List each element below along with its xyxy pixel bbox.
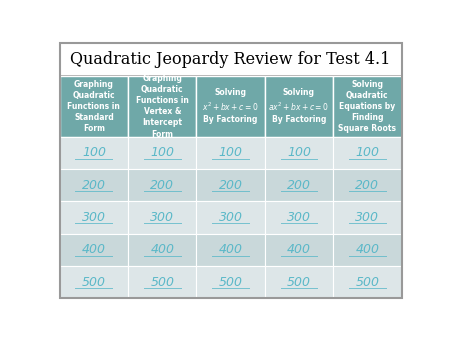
Text: 500: 500 bbox=[219, 275, 243, 289]
FancyBboxPatch shape bbox=[128, 76, 197, 137]
Text: 400: 400 bbox=[219, 243, 243, 256]
FancyBboxPatch shape bbox=[60, 76, 128, 137]
Text: 100: 100 bbox=[287, 146, 311, 160]
Text: 200: 200 bbox=[82, 179, 106, 192]
FancyBboxPatch shape bbox=[60, 169, 128, 201]
Text: 200: 200 bbox=[287, 179, 311, 192]
Text: 500: 500 bbox=[287, 275, 311, 289]
Text: 400: 400 bbox=[82, 243, 106, 256]
Text: 100: 100 bbox=[82, 146, 106, 160]
FancyBboxPatch shape bbox=[197, 266, 265, 298]
Text: 300: 300 bbox=[82, 211, 106, 224]
Text: Graphing
Quadratic
Functions in
Vertex &
Intercept
Form: Graphing Quadratic Functions in Vertex &… bbox=[136, 74, 189, 139]
Text: 100: 100 bbox=[150, 146, 174, 160]
Text: 500: 500 bbox=[356, 275, 379, 289]
FancyBboxPatch shape bbox=[128, 137, 197, 169]
FancyBboxPatch shape bbox=[333, 169, 401, 201]
FancyBboxPatch shape bbox=[128, 201, 197, 234]
FancyBboxPatch shape bbox=[265, 169, 333, 201]
Text: 100: 100 bbox=[219, 146, 243, 160]
Text: 300: 300 bbox=[287, 211, 311, 224]
FancyBboxPatch shape bbox=[60, 137, 128, 169]
Text: 100: 100 bbox=[356, 146, 379, 160]
Text: 300: 300 bbox=[219, 211, 243, 224]
Text: 500: 500 bbox=[150, 275, 174, 289]
FancyBboxPatch shape bbox=[128, 234, 197, 266]
FancyBboxPatch shape bbox=[265, 201, 333, 234]
Text: Solving
$ax^2+bx+c=0$
By Factoring: Solving $ax^2+bx+c=0$ By Factoring bbox=[268, 89, 329, 124]
FancyBboxPatch shape bbox=[265, 266, 333, 298]
Text: 300: 300 bbox=[150, 211, 174, 224]
FancyBboxPatch shape bbox=[60, 43, 401, 76]
FancyBboxPatch shape bbox=[60, 266, 128, 298]
Text: 300: 300 bbox=[356, 211, 379, 224]
FancyBboxPatch shape bbox=[60, 201, 128, 234]
FancyBboxPatch shape bbox=[333, 234, 401, 266]
Text: Graphing
Quadratic
Functions in
Standard
Form: Graphing Quadratic Functions in Standard… bbox=[68, 79, 120, 133]
FancyBboxPatch shape bbox=[197, 137, 265, 169]
Text: Solving
$x^2+bx+c=0$
By Factoring: Solving $x^2+bx+c=0$ By Factoring bbox=[202, 89, 259, 124]
FancyBboxPatch shape bbox=[333, 137, 401, 169]
FancyBboxPatch shape bbox=[333, 266, 401, 298]
FancyBboxPatch shape bbox=[197, 76, 265, 137]
FancyBboxPatch shape bbox=[265, 234, 333, 266]
FancyBboxPatch shape bbox=[333, 76, 401, 137]
Text: 400: 400 bbox=[287, 243, 311, 256]
FancyBboxPatch shape bbox=[60, 234, 128, 266]
FancyBboxPatch shape bbox=[128, 169, 197, 201]
Text: 400: 400 bbox=[150, 243, 174, 256]
FancyBboxPatch shape bbox=[333, 201, 401, 234]
FancyBboxPatch shape bbox=[197, 201, 265, 234]
FancyBboxPatch shape bbox=[265, 76, 333, 137]
Text: Quadratic Jeopardy Review for Test 4.1: Quadratic Jeopardy Review for Test 4.1 bbox=[71, 51, 391, 68]
Text: 200: 200 bbox=[219, 179, 243, 192]
Text: 500: 500 bbox=[82, 275, 106, 289]
Text: 200: 200 bbox=[356, 179, 379, 192]
Text: 400: 400 bbox=[356, 243, 379, 256]
FancyBboxPatch shape bbox=[265, 137, 333, 169]
FancyBboxPatch shape bbox=[197, 234, 265, 266]
FancyBboxPatch shape bbox=[128, 266, 197, 298]
Text: Solving
Quadratic
Equations by
Finding
Square Roots: Solving Quadratic Equations by Finding S… bbox=[338, 79, 396, 133]
Text: 200: 200 bbox=[150, 179, 174, 192]
FancyBboxPatch shape bbox=[197, 169, 265, 201]
